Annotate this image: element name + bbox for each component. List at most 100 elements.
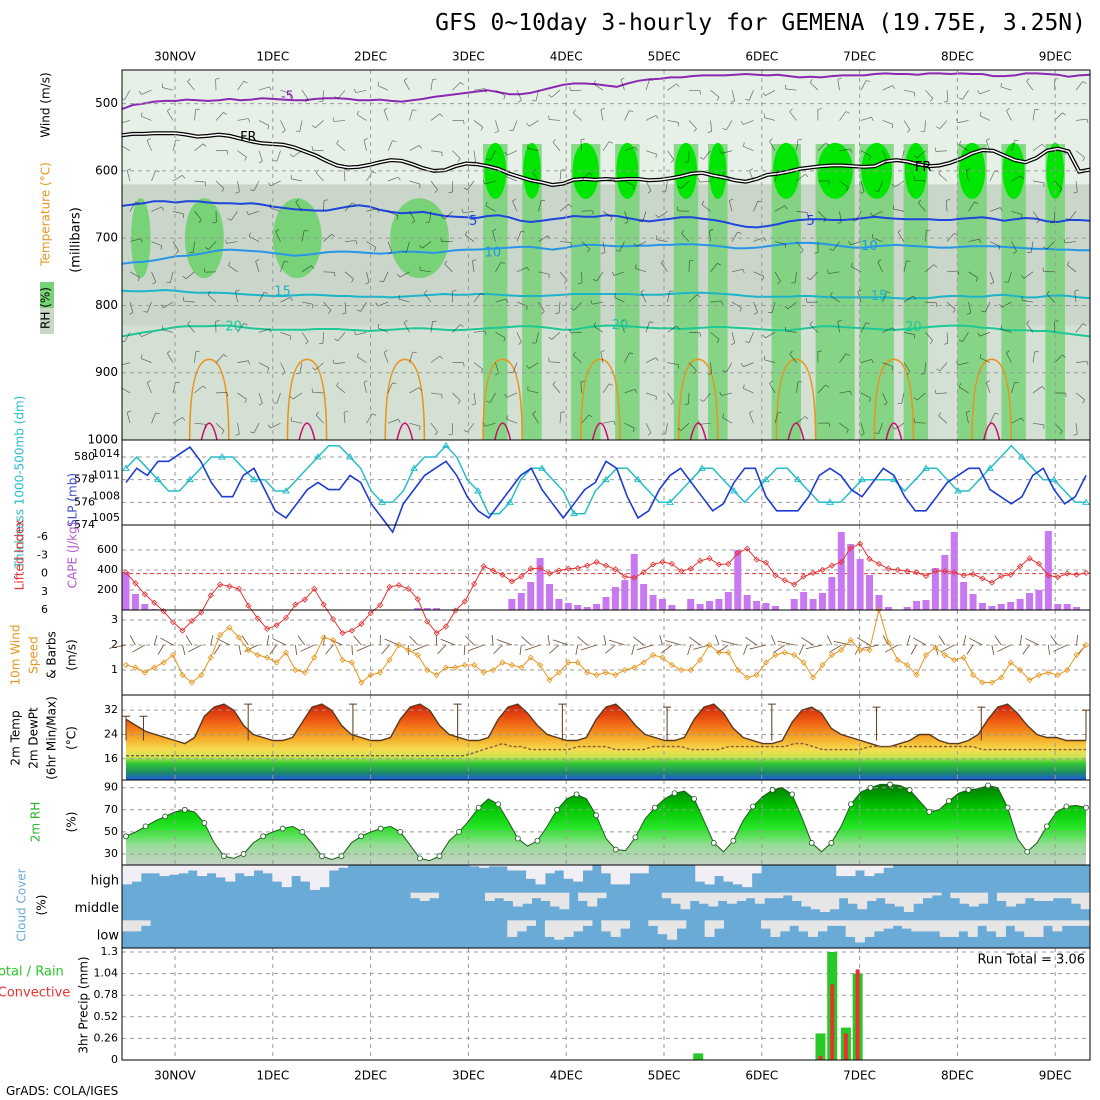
- lifted-marker: [744, 545, 751, 552]
- wind-marker: [1082, 641, 1090, 649]
- wind-marker: [612, 671, 619, 679]
- cloud-clear-cell: [949, 920, 959, 937]
- top-date-label: 4DEC: [550, 50, 583, 64]
- bottom-date-label: 9DEC: [1039, 1069, 1072, 1083]
- cloud-clear-cell: [1043, 892, 1054, 901]
- thickness-marker: [1082, 498, 1090, 505]
- isotherm-hot-loop: [787, 422, 805, 440]
- cloud-clear-cell: [1043, 920, 1053, 926]
- wind-marker: [1045, 669, 1052, 676]
- rh-marker: [671, 790, 678, 797]
- thickness-tick-label: 580: [74, 450, 95, 463]
- isotherm-line: [122, 200, 1090, 229]
- lifted-marker: [819, 566, 826, 573]
- cloud-clear-cell: [873, 920, 884, 932]
- wind-label-line1: 10m Wind: [9, 625, 23, 686]
- top-date-label: 9DEC: [1039, 50, 1072, 64]
- wind-label-line4: (m/s): [65, 639, 79, 670]
- precip-tick-label: 0: [111, 1053, 118, 1066]
- isotherm-warm-loop: [286, 358, 328, 440]
- cloud-clear-cell: [494, 892, 505, 899]
- rh-marker: [181, 806, 188, 813]
- wind-marker: [489, 666, 497, 674]
- cloud-clear-cell: [1052, 892, 1063, 899]
- cloud-row-label: high: [91, 873, 119, 888]
- lifted-marker: [969, 571, 977, 578]
- thickness-tick-label: 578: [74, 473, 95, 486]
- rh-marker: [514, 835, 521, 842]
- lifted-marker: [386, 583, 393, 590]
- wind-marker: [1017, 666, 1024, 674]
- cloud-clear-cell: [764, 892, 775, 899]
- cape-bar: [913, 601, 921, 610]
- lifted-marker: [527, 565, 534, 572]
- cloud-clear-cell: [638, 865, 649, 874]
- cape-bar: [884, 607, 892, 610]
- rh-marker: [495, 801, 502, 808]
- wind-marker: [151, 664, 158, 671]
- rh-marker: [926, 809, 933, 815]
- lifted-marker: [207, 592, 214, 599]
- rh-marker: [299, 828, 306, 835]
- temp-tick-label: 32: [104, 703, 118, 716]
- rh-marker: [867, 784, 874, 791]
- lifted-marker: [301, 596, 308, 603]
- wind-marker: [809, 674, 817, 681]
- cloud-clear-cell: [736, 892, 747, 901]
- cape-bar: [668, 605, 676, 610]
- lifted-marker: [508, 578, 515, 585]
- isotherm-hot-loop: [885, 422, 903, 440]
- top-date-label: 6DEC: [745, 50, 778, 64]
- wind-marker: [461, 661, 468, 669]
- lifted-marker: [245, 602, 252, 609]
- cape-bar: [564, 603, 572, 610]
- thickness-marker: [442, 441, 450, 449]
- cloud-clear-cell: [507, 920, 518, 937]
- wind-marker: [904, 661, 911, 669]
- wind-marker: [1054, 671, 1061, 679]
- cloud-clear-cell: [892, 920, 903, 926]
- lifted-marker: [715, 561, 723, 568]
- lifted-marker: [367, 609, 374, 617]
- rh-marker: [1024, 848, 1031, 855]
- cloud-clear-cell: [657, 920, 668, 935]
- cloud-clear-cell: [864, 920, 875, 937]
- rh-marker: [123, 833, 129, 840]
- cape-bar: [574, 605, 582, 610]
- top-date-label: 8DEC: [941, 50, 974, 64]
- precip-convective-label: Convective: [0, 986, 70, 1001]
- isotherm-line: [122, 288, 1090, 300]
- wind-axis-label: Wind (m/s): [39, 72, 53, 137]
- lifted-marker: [264, 625, 271, 632]
- cloud-clear-cell: [122, 920, 132, 932]
- bottom-date-label: 4DEC: [550, 1069, 583, 1083]
- isotherm-warm-loop: [971, 358, 1012, 440]
- precip-convective-bar: [855, 969, 860, 1060]
- cape-bar: [611, 587, 619, 610]
- rh-marker: [416, 855, 423, 862]
- lifted-marker: [913, 569, 920, 576]
- lifted-marker: [659, 558, 666, 566]
- cloud-panel: high middle low: [75, 865, 1091, 948]
- lifted-marker: [311, 585, 318, 592]
- cloud-clear-cell: [272, 865, 283, 882]
- isotherm-warm-loop: [384, 358, 426, 440]
- lifted-marker: [198, 609, 205, 616]
- bottom-date-label: 7DEC: [843, 1069, 876, 1083]
- lifted-marker: [762, 559, 770, 566]
- wind-marker: [226, 624, 233, 631]
- cape-bar: [856, 559, 864, 610]
- cape-bar: [602, 597, 610, 610]
- wind-marker: [838, 646, 845, 654]
- cloud-clear-cell: [582, 920, 593, 926]
- thickness-marker: [570, 509, 578, 517]
- cloud-clear-cell: [969, 892, 979, 907]
- thickness-marker: [602, 475, 610, 483]
- thickness-marker: [314, 453, 322, 460]
- cloud-clear-cell: [754, 892, 765, 904]
- lifted-marker: [461, 598, 468, 605]
- cloud-clear-cell: [817, 920, 828, 932]
- cloud-clear-cell: [922, 892, 933, 899]
- cloud-clear-cell: [578, 892, 588, 901]
